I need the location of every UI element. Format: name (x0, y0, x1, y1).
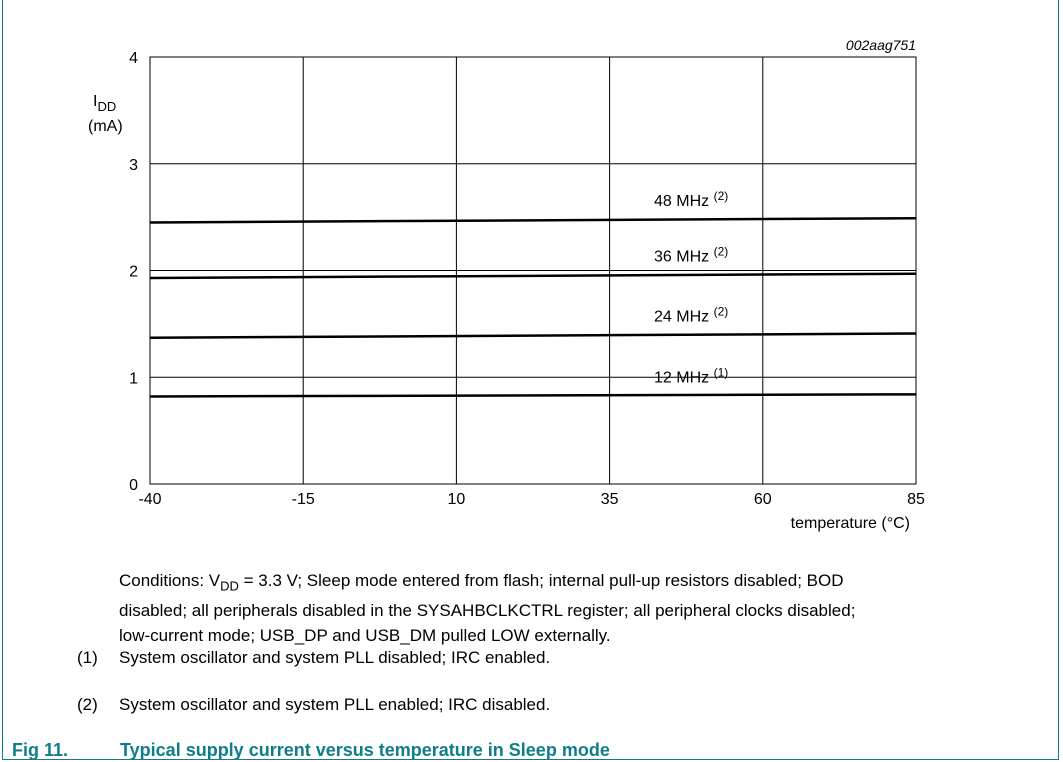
grid (149, 56, 917, 485)
tick-labels: -40 -15 10 35 60 85 0 1 2 3 4 (129, 50, 925, 508)
series-label: 48 MHz (2) (654, 189, 728, 210)
y-axis-label-main: I (93, 93, 97, 110)
series-line (149, 272, 917, 280)
note-text: System oscillator and system PLL disable… (119, 648, 551, 667)
y-tick-label: 3 (129, 157, 138, 174)
conditions-line2: disabled; all peripherals disabled in th… (119, 601, 856, 621)
conditions-prefix: Conditions: V (119, 571, 221, 590)
conditions-line1: = 3.3 V; Sleep mode entered from flash; … (238, 571, 844, 590)
x-tick-label: 60 (754, 491, 772, 508)
note-text: System oscillator and system PLL enabled… (119, 695, 551, 714)
x-tick-label: -40 (138, 491, 161, 508)
caption-text: Typical supply current versus temperatur… (120, 740, 610, 760)
figure-id-label: 002aag751 (846, 37, 916, 53)
y-tick-label: 2 (129, 264, 138, 281)
figure-caption: Fig 11. Typical supply current versus tem… (12, 740, 610, 761)
series-label: 24 MHz (2) (654, 304, 728, 325)
note-number: (1) (77, 648, 98, 667)
y-axis-label: IDD (93, 93, 116, 114)
x-axis-label: temperature (°C) (791, 515, 910, 532)
note-2: (2) System oscillator and system PLL enab… (77, 694, 550, 716)
series-label: 36 MHz (2) (654, 245, 728, 266)
x-tick-label: 10 (448, 491, 466, 508)
y-axis-label-sub: DD (97, 99, 116, 114)
series-labels: 48 MHz (2) 36 MHz (2) 24 MHz (2) 12 MHz (1) (654, 189, 728, 386)
x-tick-label: 35 (601, 491, 619, 508)
y-axis-unit: (mA) (88, 118, 123, 135)
series-label: 12 MHz (1) (654, 365, 728, 386)
chart: -40 -15 10 35 60 85 0 1 2 3 4 48 MHz (2) 36 MHz (2)… (88, 37, 925, 532)
conditions-sub: DD (220, 578, 239, 594)
x-tick-label: -15 (292, 491, 315, 508)
series-line (149, 332, 917, 340)
conditions-line3: low-current mode; USB_DP and USB_DM pull… (119, 626, 611, 646)
note-1: (1) System oscillator and system PLL disa… (77, 647, 550, 669)
x-tick-label: 85 (907, 491, 925, 508)
caption-label: Fig 11. (12, 740, 69, 760)
series-line (149, 216, 917, 224)
conditions-text: Conditions: VDD = 3.3 V; Sleep mode ente… (119, 568, 1019, 648)
series-lines (149, 216, 917, 398)
series-line (149, 393, 917, 398)
y-tick-label: 1 (129, 370, 138, 387)
y-tick-label: 0 (129, 477, 138, 494)
y-tick-label: 4 (129, 50, 138, 67)
note-number: (2) (77, 695, 98, 714)
